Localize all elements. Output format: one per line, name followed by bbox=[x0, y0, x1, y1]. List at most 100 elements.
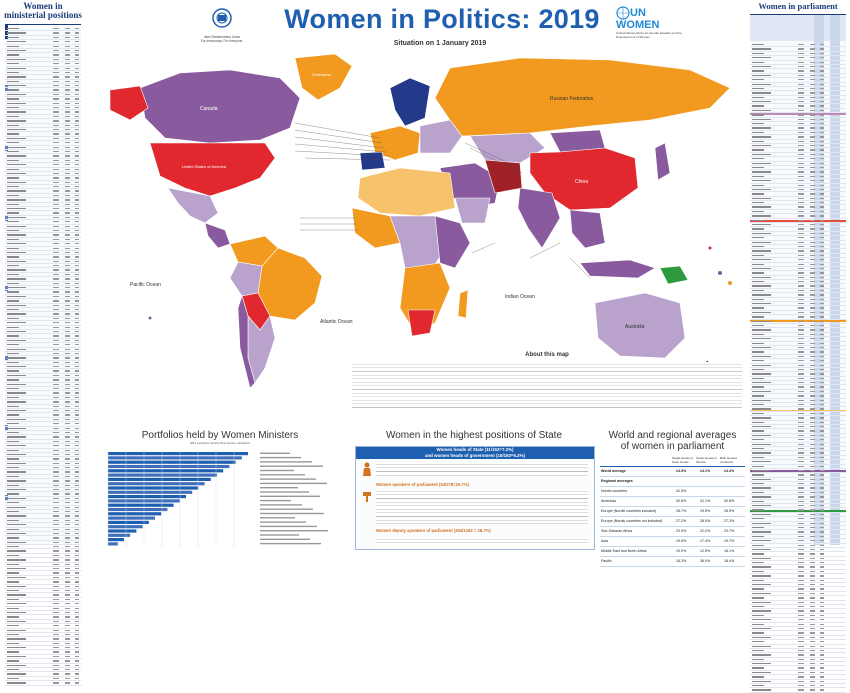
table-row bbox=[5, 97, 81, 102]
table-row bbox=[750, 56, 846, 61]
table-row bbox=[5, 308, 81, 313]
portfolio-bar bbox=[108, 529, 137, 533]
table-row bbox=[5, 67, 81, 71]
table-row bbox=[750, 421, 846, 425]
table-row bbox=[750, 96, 846, 101]
table-row bbox=[750, 293, 846, 298]
world-table-row: Europe (Nordic countries included) 28.7% 2… bbox=[600, 507, 745, 517]
table-row bbox=[750, 249, 846, 254]
table-row bbox=[5, 185, 81, 190]
label-russia: Russian Federation bbox=[550, 96, 594, 102]
table-row bbox=[750, 688, 846, 693]
table-row bbox=[5, 396, 81, 401]
table-row bbox=[750, 232, 846, 237]
ministerial-table bbox=[5, 24, 81, 686]
table-row bbox=[5, 49, 81, 54]
value-upper: 28.5% bbox=[700, 519, 711, 523]
un-emblem-icon bbox=[616, 6, 630, 20]
table-row bbox=[750, 530, 846, 535]
unw-logo-women: WOMEN bbox=[616, 19, 660, 31]
value-lower: 23.9% bbox=[676, 529, 687, 533]
table-row bbox=[5, 356, 81, 361]
left-panel-title-1: Women in bbox=[23, 1, 63, 11]
table-row bbox=[750, 412, 846, 417]
world-averages-section: World and regional averages of women in … bbox=[600, 430, 745, 567]
table-row bbox=[5, 519, 81, 524]
table-row bbox=[5, 475, 81, 480]
table-row bbox=[750, 434, 846, 439]
table-row bbox=[5, 45, 81, 49]
portfolio-bar bbox=[108, 469, 224, 473]
table-row bbox=[5, 400, 81, 405]
table-row bbox=[750, 517, 846, 522]
portfolios-title: Portfolios held by Women Ministers bbox=[141, 430, 299, 441]
table-row bbox=[750, 364, 846, 368]
table-row bbox=[5, 427, 81, 431]
table-row bbox=[750, 254, 846, 259]
table-row bbox=[750, 482, 846, 487]
ipu-emblem-icon bbox=[212, 8, 232, 28]
speakers-label: Women speakers of parliament (54/278=19.… bbox=[376, 482, 469, 487]
table-row bbox=[750, 135, 846, 140]
portfolio-label bbox=[260, 495, 320, 497]
value-lower: 42.5% bbox=[676, 489, 687, 493]
table-row bbox=[5, 150, 81, 155]
value-both: 19.7% bbox=[724, 539, 735, 543]
table-row bbox=[5, 541, 81, 546]
table-row bbox=[750, 69, 846, 74]
table-row bbox=[5, 514, 81, 519]
portfolio-label bbox=[260, 469, 294, 472]
map-australia bbox=[594, 292, 686, 359]
table-row bbox=[5, 141, 81, 146]
value-upper: 17.4% bbox=[700, 539, 711, 543]
portfolio-label bbox=[260, 456, 301, 459]
table-row bbox=[750, 289, 846, 294]
table-row bbox=[5, 532, 81, 537]
table-row bbox=[5, 251, 81, 256]
table-row bbox=[5, 681, 81, 686]
table-row bbox=[5, 27, 81, 32]
map-western-europe bbox=[369, 125, 421, 161]
table-row bbox=[5, 422, 81, 427]
table-row bbox=[5, 247, 81, 251]
table-row bbox=[750, 276, 846, 281]
gavel-icon bbox=[363, 492, 371, 502]
label-canada: Canada bbox=[200, 106, 218, 112]
table-row bbox=[750, 447, 846, 452]
table-row bbox=[750, 539, 846, 544]
table-row bbox=[750, 372, 846, 377]
highest-positions-section: Women in the highest positions of State … bbox=[355, 430, 595, 550]
table-row bbox=[750, 140, 846, 144]
region-name: Europe (Nordic countries not included) bbox=[601, 519, 663, 523]
table-row bbox=[750, 227, 846, 232]
world-table-row: Americas 30.6% 31.1% 30.8% bbox=[600, 497, 745, 507]
region-name: World average bbox=[601, 469, 626, 473]
table-row bbox=[5, 374, 81, 379]
table-row bbox=[750, 315, 846, 320]
table-row bbox=[5, 75, 81, 80]
map-eastern-europe bbox=[419, 119, 463, 154]
value-lower: 24.3% bbox=[676, 469, 687, 473]
map-iberia bbox=[359, 151, 386, 171]
table-row bbox=[750, 460, 846, 465]
label-usa: United States of America bbox=[182, 164, 227, 169]
table-row bbox=[5, 470, 81, 475]
map-peru bbox=[229, 261, 263, 297]
label-greenland: Greenland bbox=[312, 72, 331, 77]
table-row bbox=[750, 544, 846, 548]
about-title: About this map bbox=[525, 352, 569, 358]
table-row bbox=[750, 320, 846, 324]
table-row bbox=[5, 260, 81, 265]
table-row bbox=[5, 431, 81, 436]
table-row bbox=[750, 513, 846, 518]
table-row bbox=[750, 267, 846, 272]
table-row bbox=[750, 65, 846, 70]
map-east-africa bbox=[434, 215, 471, 269]
table-row bbox=[750, 162, 846, 166]
highest-title: Women in the highest positions of State bbox=[385, 430, 563, 441]
table-row bbox=[5, 58, 81, 63]
portfolio-bar bbox=[108, 512, 162, 516]
table-row bbox=[5, 304, 81, 308]
value-upper: 31.1% bbox=[700, 499, 711, 503]
table-row bbox=[750, 478, 846, 483]
